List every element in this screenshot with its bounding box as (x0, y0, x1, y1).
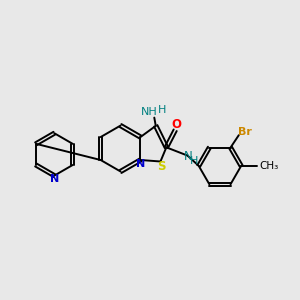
Text: H: H (158, 105, 166, 115)
Text: CH₃: CH₃ (259, 161, 278, 171)
Text: N: N (50, 174, 59, 184)
Text: NH: NH (141, 107, 158, 117)
Text: H: H (190, 157, 198, 166)
Text: S: S (157, 160, 165, 173)
Text: Br: Br (238, 127, 252, 136)
Text: N: N (184, 150, 193, 163)
Text: N: N (136, 159, 146, 169)
Text: O: O (172, 118, 182, 131)
